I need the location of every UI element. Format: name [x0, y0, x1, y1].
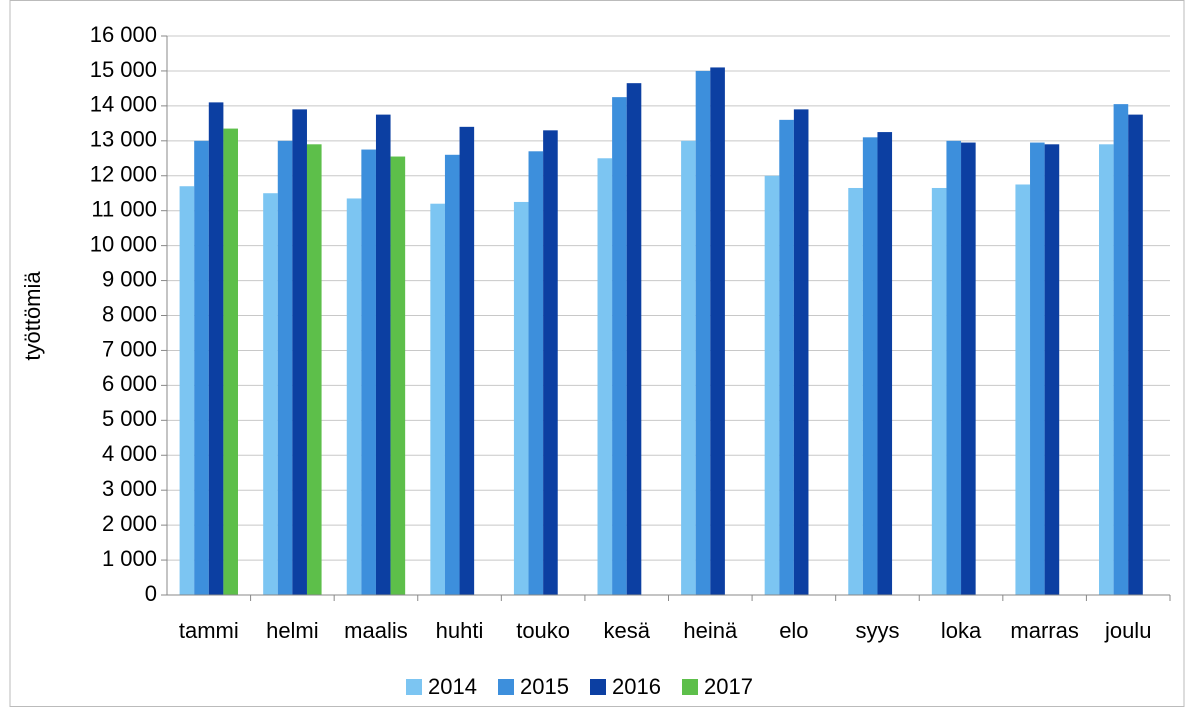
bar — [1030, 142, 1045, 595]
y-tick-label: 10 000 — [90, 231, 157, 256]
bar — [681, 140, 696, 595]
x-tick-label: helmi — [266, 618, 319, 643]
bar — [390, 156, 406, 596]
y-tick-label: 7 000 — [102, 336, 157, 361]
x-tick-label: touko — [516, 618, 570, 643]
bar — [1099, 144, 1114, 595]
y-tick-label: 11 000 — [91, 197, 157, 222]
bar — [194, 140, 209, 595]
x-tick-label: kesä — [603, 618, 650, 643]
x-tick-label: maalis — [344, 618, 408, 643]
bar — [1015, 184, 1031, 595]
bar — [292, 109, 307, 596]
bar — [710, 67, 725, 596]
bar — [459, 126, 475, 596]
bar — [346, 198, 362, 595]
legend-label: 2015 — [520, 674, 569, 699]
bar — [848, 187, 863, 595]
y-tick-label: 6 000 — [102, 371, 157, 396]
x-tick-label: syys — [855, 618, 899, 643]
y-axis-label: työttömiä — [20, 271, 45, 361]
bar — [430, 203, 445, 595]
legend-swatch — [498, 679, 514, 695]
legend-label: 2017 — [704, 674, 753, 699]
bar — [543, 130, 558, 596]
bar — [793, 109, 809, 596]
bar — [528, 151, 544, 595]
legend-swatch — [682, 679, 698, 695]
y-tick-label: 2 000 — [102, 511, 157, 536]
bar — [179, 186, 195, 595]
bar — [513, 201, 529, 595]
x-tick-label: marras — [1010, 618, 1078, 643]
bar — [208, 102, 224, 595]
x-tick-label: huhti — [436, 618, 484, 643]
bar — [277, 140, 293, 595]
bar — [1044, 144, 1060, 595]
y-tick-label: 3 000 — [102, 476, 157, 501]
y-tick-label: 12 000 — [90, 162, 157, 187]
bar — [1113, 104, 1129, 596]
y-tick-label: 0 — [145, 581, 157, 606]
bar — [361, 149, 376, 595]
bar — [375, 114, 391, 595]
x-tick-label: heinä — [683, 618, 738, 643]
y-tick-label: 9 000 — [102, 266, 157, 291]
y-tick-label: 16 000 — [90, 22, 157, 47]
y-tick-label: 1 000 — [102, 546, 157, 571]
x-tick-label: loka — [941, 618, 982, 643]
bar — [961, 142, 976, 595]
y-tick-label: 8 000 — [102, 301, 157, 326]
bar — [1128, 114, 1143, 595]
bar — [612, 97, 627, 595]
legend-label: 2014 — [428, 674, 477, 699]
bar — [695, 70, 711, 595]
legend-swatch — [590, 679, 606, 695]
bar — [779, 119, 794, 595]
x-tick-label: joulu — [1104, 618, 1151, 643]
bar — [263, 193, 278, 595]
bar — [597, 158, 613, 595]
x-tick-label: tammi — [179, 618, 239, 643]
y-tick-label: 5 000 — [102, 406, 157, 431]
bar — [223, 128, 238, 595]
bar — [626, 83, 642, 596]
legend-swatch — [406, 679, 422, 695]
bar — [946, 140, 962, 595]
legend-label: 2016 — [612, 674, 661, 699]
y-tick-label: 13 000 — [90, 127, 157, 152]
bar — [877, 132, 893, 595]
y-tick-label: 15 000 — [90, 57, 157, 82]
x-tick-label: elo — [779, 618, 808, 643]
bar — [444, 154, 460, 595]
bar — [764, 175, 780, 595]
bar — [306, 144, 322, 595]
bar — [931, 187, 947, 595]
y-tick-label: 4 000 — [102, 441, 157, 466]
y-tick-label: 14 000 — [90, 92, 157, 117]
bar — [862, 137, 878, 595]
